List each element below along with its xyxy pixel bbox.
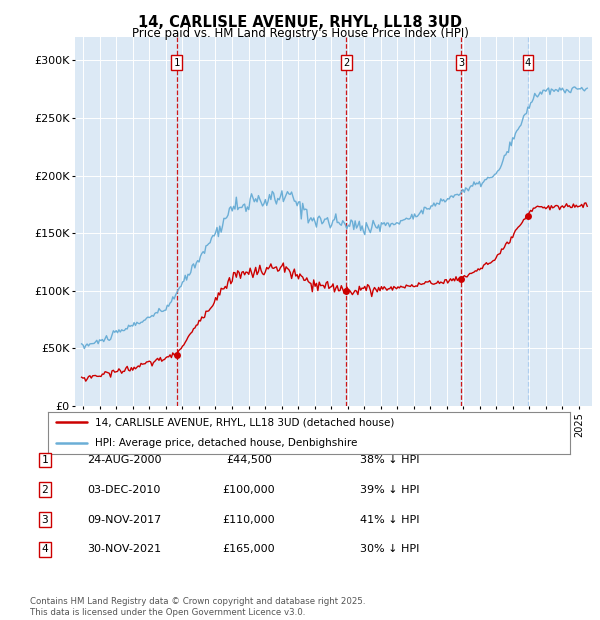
Text: 2: 2	[41, 485, 49, 495]
Text: 24-AUG-2000: 24-AUG-2000	[87, 455, 161, 465]
Text: 14, CARLISLE AVENUE, RHYL, LL18 3UD (detached house): 14, CARLISLE AVENUE, RHYL, LL18 3UD (det…	[95, 417, 394, 427]
Text: 03-DEC-2010: 03-DEC-2010	[87, 485, 160, 495]
Text: HPI: Average price, detached house, Denbighshire: HPI: Average price, detached house, Denb…	[95, 438, 358, 448]
Text: 41% ↓ HPI: 41% ↓ HPI	[360, 515, 419, 525]
Text: Contains HM Land Registry data © Crown copyright and database right 2025.
This d: Contains HM Land Registry data © Crown c…	[30, 598, 365, 617]
Text: Price paid vs. HM Land Registry's House Price Index (HPI): Price paid vs. HM Land Registry's House …	[131, 27, 469, 40]
Text: 39% ↓ HPI: 39% ↓ HPI	[360, 485, 419, 495]
Text: 09-NOV-2017: 09-NOV-2017	[87, 515, 161, 525]
Text: 38% ↓ HPI: 38% ↓ HPI	[360, 455, 419, 465]
Text: 1: 1	[173, 58, 180, 68]
Text: £110,000: £110,000	[223, 515, 275, 525]
Text: £165,000: £165,000	[223, 544, 275, 554]
Text: 1: 1	[41, 455, 49, 465]
Point	[523, 211, 533, 221]
Text: 2: 2	[343, 58, 349, 68]
Text: 30-NOV-2021: 30-NOV-2021	[87, 544, 161, 554]
Text: 4: 4	[525, 58, 531, 68]
Text: 4: 4	[41, 544, 49, 554]
Point	[341, 286, 351, 296]
Text: £100,000: £100,000	[223, 485, 275, 495]
Text: £44,500: £44,500	[226, 455, 272, 465]
Point	[456, 274, 466, 284]
Text: 3: 3	[458, 58, 464, 68]
Text: 14, CARLISLE AVENUE, RHYL, LL18 3UD: 14, CARLISLE AVENUE, RHYL, LL18 3UD	[138, 15, 462, 30]
Text: 30% ↓ HPI: 30% ↓ HPI	[360, 544, 419, 554]
Point	[172, 350, 181, 360]
Text: 3: 3	[41, 515, 49, 525]
